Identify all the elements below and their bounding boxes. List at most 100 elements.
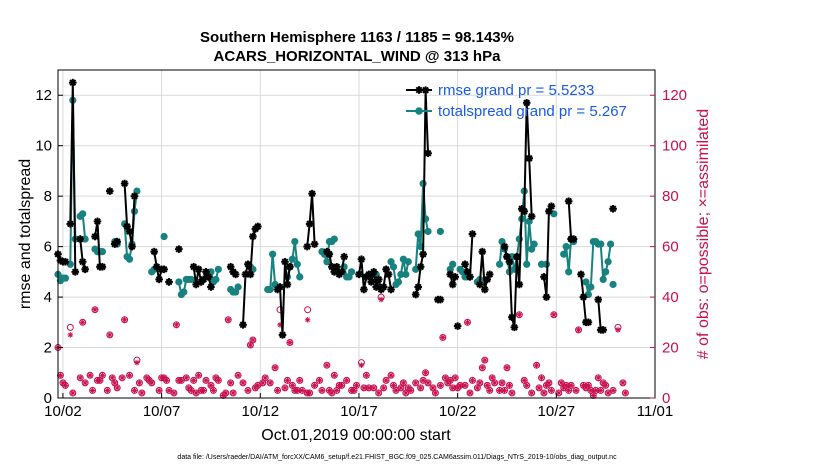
- obs-possible-marker: [113, 384, 121, 392]
- totalspread-point: [98, 248, 107, 256]
- rmse-point: [510, 323, 519, 332]
- x-axis-label: Oct.01,2019 00:00:00 start: [261, 427, 451, 444]
- rmse-point: [480, 285, 489, 294]
- obs-possible-marker: [121, 316, 129, 324]
- obs-possible-marker: [594, 374, 602, 382]
- rmse-point: [204, 273, 213, 281]
- rmse-point: [78, 257, 87, 266]
- x-tick-label: 10/17: [340, 403, 378, 420]
- rmse-point: [303, 242, 311, 251]
- obs-possible-marker: [286, 338, 294, 346]
- obs-assimilated-marker: [573, 387, 579, 394]
- obs-possible-marker: [476, 379, 484, 387]
- rmse-point: [540, 273, 548, 281]
- obs-assimilated-marker: [148, 380, 155, 386]
- obs-possible-marker: [274, 386, 282, 394]
- obs-possible-marker: [182, 374, 190, 382]
- legend-rmse-label: rmse grand pr = 5.5233: [438, 82, 594, 99]
- obs-possible-marker: [229, 389, 237, 397]
- obs-possible-marker: [202, 376, 210, 384]
- obs-assimilated-marker: [139, 390, 145, 396]
- obs-assimilated-marker: [333, 387, 340, 394]
- obs-possible-marker: [439, 333, 447, 341]
- obs-assimilated-marker: [284, 377, 291, 384]
- obs-possible-marker: [550, 311, 558, 319]
- totalspread-point: [562, 243, 570, 251]
- totalspread-point: [269, 250, 277, 258]
- totalspread-series: [54, 96, 617, 299]
- rmse-point: [69, 78, 77, 87]
- obs-possible-marker: [98, 371, 106, 379]
- obs-assimilated-marker: [563, 382, 569, 389]
- obs-assimilated-marker: [588, 387, 594, 394]
- obs-assimilated-marker: [99, 372, 106, 379]
- y-right-tick-label: 100: [662, 138, 687, 155]
- totalspread-point: [125, 255, 134, 263]
- obs-assimilated-marker: [457, 382, 463, 389]
- obs-assimilated-marker: [146, 377, 153, 384]
- rmse-point: [165, 278, 173, 286]
- obs-possible-marker: [234, 371, 242, 379]
- obs-assimilated-marker: [92, 306, 98, 313]
- obs-possible-marker: [362, 371, 370, 379]
- rmse-point: [414, 283, 422, 291]
- obs-assimilated-marker: [299, 387, 306, 394]
- rmse-point: [91, 232, 99, 241]
- totalspread-point: [602, 268, 610, 276]
- obs-assimilated-marker: [267, 380, 273, 386]
- obs-assimilated-marker: [595, 375, 602, 381]
- rmse-point: [125, 227, 134, 236]
- obs-assimilated-marker: [403, 390, 409, 396]
- obs-assimilated-marker: [195, 372, 202, 379]
- rmse-point: [76, 235, 85, 243]
- obs-assimilated-marker: [210, 387, 217, 394]
- obs-possible-marker: [540, 389, 548, 397]
- obs-assimilated-marker: [274, 387, 281, 394]
- obs-possible-marker: [412, 379, 420, 387]
- rmse-point: [61, 257, 70, 266]
- obs-assimilated-marker: [489, 375, 495, 381]
- obs-assimilated-marker: [407, 387, 414, 394]
- totalspread-point: [606, 240, 615, 248]
- rmse-point: [128, 242, 136, 251]
- totalspread-point: [61, 274, 70, 282]
- obs-possible-marker: [271, 364, 279, 372]
- obs-assimilated-marker: [343, 377, 350, 384]
- totalspread-point: [530, 240, 538, 248]
- grid: [58, 70, 656, 399]
- obs-assimilated-marker: [565, 387, 572, 394]
- obs-possible-marker: [486, 386, 494, 394]
- obs-assimilated-marker: [222, 390, 229, 396]
- obs-possible-marker: [239, 379, 247, 387]
- obs-possible-marker: [505, 381, 513, 389]
- totalspread-point: [523, 260, 531, 268]
- obs-possible-marker: [422, 369, 430, 377]
- obs-assimilated-marker: [121, 316, 128, 323]
- obs-assimilated-marker: [190, 377, 197, 384]
- obs-assimilated-marker: [504, 364, 510, 371]
- rmse-point: [577, 270, 585, 279]
- obs-assimilated-marker: [437, 382, 444, 389]
- obs-possible-marker: [547, 386, 555, 394]
- rmse-point: [569, 235, 578, 243]
- y-tick-label: 0: [44, 390, 52, 407]
- obs-assimilated-marker: [491, 380, 498, 386]
- rmse-point: [411, 290, 420, 299]
- obs-assimilated-marker: [597, 387, 604, 394]
- obs-assimilated-marker: [87, 372, 93, 379]
- obs-assimilated-marker: [533, 362, 540, 368]
- rmse-point: [453, 322, 462, 330]
- obs-assimilated-marker: [558, 380, 565, 386]
- obs-possible-marker: [330, 371, 338, 379]
- obs-assimilated-marker: [171, 390, 177, 396]
- legend-rmse-asterisk: [415, 86, 423, 94]
- obs-assimilated-marker: [62, 382, 69, 389]
- obs-possible-marker: [283, 376, 291, 384]
- obs-assimilated-marker: [156, 387, 162, 394]
- obs-assimilated-marker: [440, 334, 446, 341]
- rmse-point: [120, 179, 129, 188]
- obs-assimilated-marker: [107, 332, 113, 338]
- y-right-tick-label: 0: [662, 390, 670, 407]
- obs-possible-marker: [431, 389, 439, 397]
- obs-possible-marker: [81, 379, 89, 387]
